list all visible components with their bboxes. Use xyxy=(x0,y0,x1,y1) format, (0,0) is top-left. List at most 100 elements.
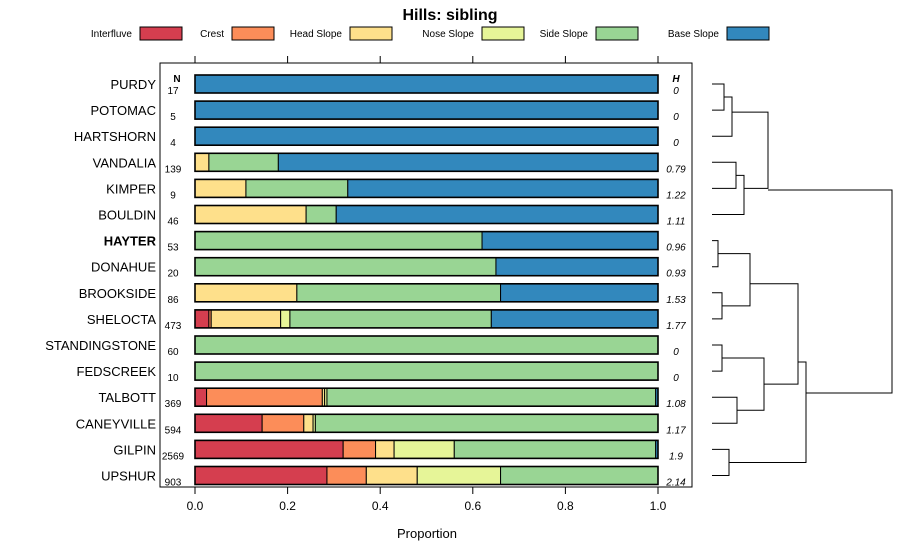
bar-outline-fedscreek xyxy=(194,361,659,381)
x-tick-label-0: 0.0 xyxy=(187,499,204,513)
dendrogram xyxy=(712,83,893,476)
bar-outline-potomac xyxy=(194,100,659,120)
x-tick-label-4: 0.8 xyxy=(557,499,574,513)
bar-talbott-crest xyxy=(206,387,323,407)
row-label-donahue: DONAHUE xyxy=(91,260,156,275)
bar-talbott-interfluve xyxy=(194,387,208,407)
bar-gilpin-side-slope xyxy=(453,439,657,459)
bar-bouldin-head-slope xyxy=(194,205,307,224)
n-value-brookside: 86 xyxy=(167,295,179,306)
legend-label-interfluve: Interfluve xyxy=(91,29,133,40)
dendrogram-branch-12 xyxy=(712,448,730,476)
x-tick-label-5: 1.0 xyxy=(650,499,667,513)
bar-kimper-base-slope xyxy=(347,178,659,198)
dendrogram-branch-8 xyxy=(712,344,723,372)
bar-brookside-base-slope xyxy=(500,283,659,303)
n-value-talbott: 369 xyxy=(165,399,182,410)
bar-outline-hayter xyxy=(194,230,659,251)
bar-outline-talbott xyxy=(194,387,659,408)
dendrogram-branch-2 xyxy=(712,161,737,189)
h-value-vandalia: 0.79 xyxy=(666,164,686,175)
dendrogram-branch-6 xyxy=(712,292,723,320)
row-label-talbott: TALBOTT xyxy=(98,390,156,405)
bar-hayter-side-slope xyxy=(194,231,483,251)
n-value-donahue: 20 xyxy=(167,269,179,280)
h-value-fedscreek: 0 xyxy=(673,373,679,384)
dendrogram-branch-1 xyxy=(712,96,733,137)
legend-label-base-slope: Base Slope xyxy=(668,29,720,40)
bar-fedscreek-side-slope xyxy=(194,361,659,381)
bar-upshur-crest xyxy=(326,466,367,485)
row-label-hartshorn: HARTSHORN xyxy=(74,129,156,144)
h-value-brookside: 1.53 xyxy=(666,295,686,306)
bar-vandalia-side-slope xyxy=(208,152,279,172)
bar-caneyville-side-slope xyxy=(314,413,659,433)
legend: Interfluve Crest Head Slope Nose Slope Side … xyxy=(91,26,770,41)
bar-vandalia-base-slope xyxy=(277,152,659,172)
bar-upshur-nose-slope xyxy=(416,466,502,485)
row-label-standingstone: STANDINGSTONE xyxy=(45,338,156,353)
bar-outline-upshur xyxy=(194,465,659,486)
n-value-hartshorn: 4 xyxy=(170,138,176,149)
bar-gilpin-head-slope xyxy=(375,439,395,459)
h-value-kimper: 1.22 xyxy=(666,190,686,201)
row-label-vandalia: VANDALIA xyxy=(93,155,157,170)
bar-gilpin-nose-slope xyxy=(393,439,455,459)
n-value-gilpin: 2569 xyxy=(162,451,185,462)
bar-outline-hartshorn xyxy=(194,126,659,146)
bar-outline-caneyville xyxy=(194,413,659,434)
row-label-shelocta: SHELOCTA xyxy=(87,312,156,327)
row-label-brookside: BROOKSIDE xyxy=(79,286,157,301)
legend-swatch-nose-slope xyxy=(481,26,525,41)
bar-donahue-side-slope xyxy=(194,257,497,277)
n-value-potomac: 5 xyxy=(170,112,176,123)
h-value-bouldin: 1.11 xyxy=(667,217,686,228)
legend-label-nose-slope: Nose Slope xyxy=(422,29,474,40)
bar-shelocta-side-slope xyxy=(289,309,492,329)
dendrogram-branch-0 xyxy=(712,83,725,111)
dendrogram-branch-14 xyxy=(768,189,893,394)
n-value-standingstone: 60 xyxy=(167,347,179,358)
bar-outline-brookside xyxy=(194,282,659,303)
bar-kimper-side-slope xyxy=(245,178,349,198)
bar-bouldin-base-slope xyxy=(335,205,659,224)
legend-swatch-base-slope xyxy=(726,26,770,41)
dendrogram-branch-11 xyxy=(750,283,799,385)
n-value-purdy: 17 xyxy=(167,86,179,97)
x-tick-label-2: 0.4 xyxy=(372,499,389,513)
dendrogram-branch-3 xyxy=(712,174,745,215)
n-value-vandalia: 139 xyxy=(165,164,182,175)
row-label-kimper: KIMPER xyxy=(106,181,156,196)
n-value-hayter: 53 xyxy=(167,243,179,254)
bar-talbott-side-slope xyxy=(326,387,657,407)
bar-kimper-head-slope xyxy=(194,178,247,198)
row-labels-group: PURDY 17 0 POTOMAC 5 0 HARTSHORN 4 0 VANDALIA 139 0… xyxy=(45,77,686,489)
bar-outline-kimper xyxy=(194,178,659,199)
h-value-talbott: 1.08 xyxy=(666,399,686,410)
legend-swatch-crest xyxy=(231,26,275,41)
bar-outline-bouldin xyxy=(194,204,659,225)
bar-caneyville-crest xyxy=(261,413,305,433)
bar-outline-donahue xyxy=(194,256,659,277)
bar-outline-standingstone xyxy=(194,335,659,355)
bar-shelocta-nose-slope xyxy=(280,309,291,329)
bar-brookside-head-slope xyxy=(194,283,298,303)
legend-swatch-interfluve xyxy=(139,26,183,41)
row-label-hayter: HAYTER xyxy=(104,234,157,249)
dendrogram-branch-10 xyxy=(722,357,765,411)
n-value-upshur: 903 xyxy=(165,478,182,489)
bar-hayter-base-slope xyxy=(481,231,659,251)
bar-hartshorn-base-slope xyxy=(194,126,659,146)
x-tick-label-1: 0.2 xyxy=(279,499,296,513)
x-axis-title: Proportion xyxy=(397,526,457,541)
h-value-potomac: 0 xyxy=(673,112,679,123)
bar-upshur-interfluve xyxy=(194,466,328,485)
bar-outline-purdy xyxy=(194,74,659,94)
bar-bouldin-side-slope xyxy=(305,205,337,224)
bar-outline-shelocta xyxy=(194,309,659,329)
bar-donahue-base-slope xyxy=(495,257,659,277)
bar-outline-gilpin xyxy=(194,439,659,460)
legend-swatch-head-slope xyxy=(349,26,393,41)
row-label-purdy: PURDY xyxy=(110,77,156,92)
